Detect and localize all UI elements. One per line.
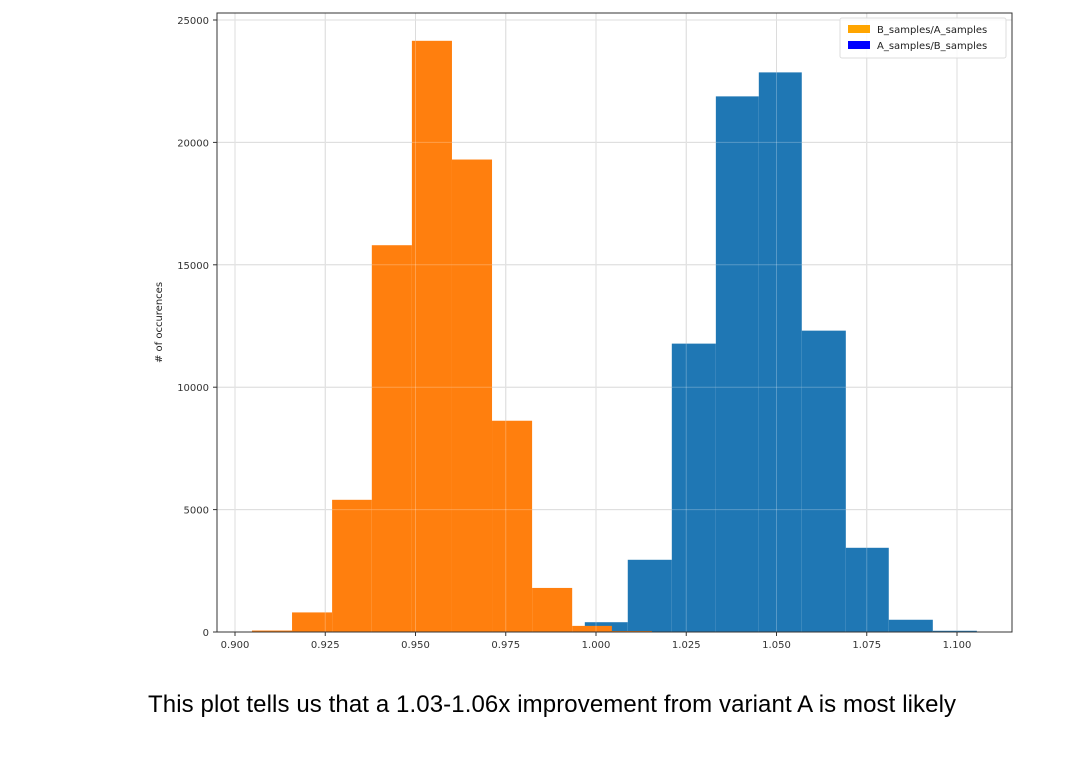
bar-b-over-a — [492, 420, 533, 632]
bar-a-over-b — [845, 547, 889, 632]
bar-b-over-a — [451, 159, 493, 632]
bar-a-over-b — [715, 96, 759, 632]
bar-b-over-a — [572, 625, 612, 632]
bar-b-over-a — [332, 499, 372, 632]
bar-b-over-a — [411, 40, 452, 633]
y-axis: 0 5000 10000 15000 20000 25000 — [177, 16, 217, 639]
y-tick-label: 10000 — [177, 383, 209, 394]
y-tick-label: 5000 — [184, 506, 209, 517]
x-tick-label: 1.075 — [852, 640, 881, 651]
legend-box — [839, 17, 1007, 59]
x-tick-label: 1.000 — [582, 640, 611, 651]
y-tick-label: 20000 — [177, 138, 209, 149]
bar-a-over-b — [801, 330, 846, 632]
bar-a-over-b — [671, 343, 716, 632]
x-tick-label: 1.100 — [943, 640, 972, 651]
bar-a-over-b — [888, 619, 933, 632]
bar-b-over-a — [532, 587, 573, 632]
x-tick-label: 1.050 — [762, 640, 791, 651]
bars — [217, 13, 1012, 633]
bar-a-over-b — [627, 559, 672, 632]
legend: B_samples/A_samples A_samples/B_samples — [839, 17, 1007, 59]
x-tick-label: 0.900 — [221, 640, 250, 651]
legend-label: B_samples/A_samples — [877, 25, 987, 36]
x-axis: 0.900 0.925 0.950 0.975 1.000 1.025 1.050 1.075… — [221, 632, 972, 651]
y-tick-label: 25000 — [177, 16, 209, 27]
x-tick-label: 0.950 — [401, 640, 430, 651]
plot-frame — [216, 12, 1013, 633]
legend-swatch — [848, 25, 870, 33]
y-tick-label: 0 — [203, 628, 209, 639]
x-tick-label: 1.025 — [672, 640, 701, 651]
legend-label: A_samples/B_samples — [877, 41, 987, 52]
x-tick-label: 0.925 — [311, 640, 340, 651]
legend-swatch — [848, 41, 870, 49]
y-tick-label: 15000 — [177, 261, 209, 272]
bar-b-over-a — [251, 630, 293, 632]
caption-text: This plot tells us that a 1.03-1.06x imp… — [148, 691, 957, 718]
y-axis-label: # of occurences — [154, 282, 165, 363]
histogram-chart: 0.900 0.925 0.950 0.975 1.000 1.025 1.050 1.075… — [154, 12, 1013, 651]
bar-a-over-b — [932, 630, 977, 632]
x-tick-label: 0.975 — [491, 640, 520, 651]
bar-a-over-b — [758, 72, 802, 632]
bar-b-over-a — [292, 612, 333, 632]
bar-b-over-a — [371, 245, 412, 632]
